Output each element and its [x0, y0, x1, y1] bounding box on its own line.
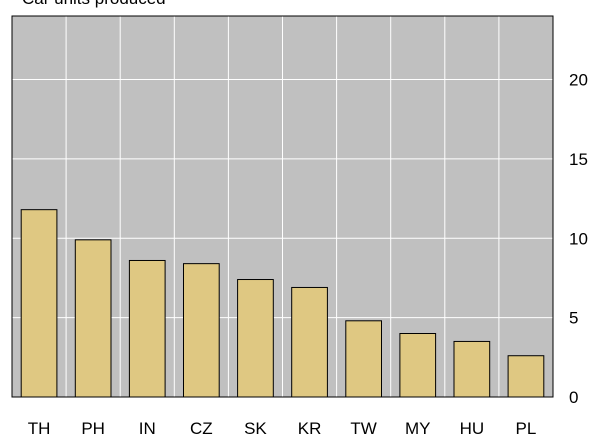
x-tick-label: PL: [516, 419, 537, 437]
x-tick-label: KR: [298, 419, 322, 437]
x-tick-label: TH: [28, 419, 51, 437]
bar: [182, 263, 220, 398]
bar: [345, 320, 383, 398]
y-tick-label: 15: [569, 150, 588, 169]
x-tick-label: PH: [81, 419, 105, 437]
bar: [237, 279, 274, 398]
bar: [453, 340, 491, 398]
y-tick-label: 20: [569, 71, 588, 90]
chart-title: Car units produced: [22, 0, 166, 8]
x-tick-label: SK: [244, 419, 267, 437]
x-tick-label: CZ: [190, 419, 213, 437]
bar: [74, 239, 112, 398]
bar: [20, 209, 58, 398]
y-tick-label: 5: [569, 309, 578, 328]
x-tick-label: IN: [139, 419, 156, 437]
x-tick-label: HU: [460, 419, 485, 437]
plot-border: [11, 15, 554, 398]
x-tick-label: MY: [405, 419, 431, 437]
bar: [507, 355, 545, 398]
y-tick-label: 10: [569, 229, 588, 248]
bar: [291, 286, 328, 398]
y-tick-label: 0: [569, 388, 578, 407]
bar: [399, 333, 437, 398]
x-tick-label: TW: [350, 419, 376, 437]
bar: [128, 259, 166, 398]
